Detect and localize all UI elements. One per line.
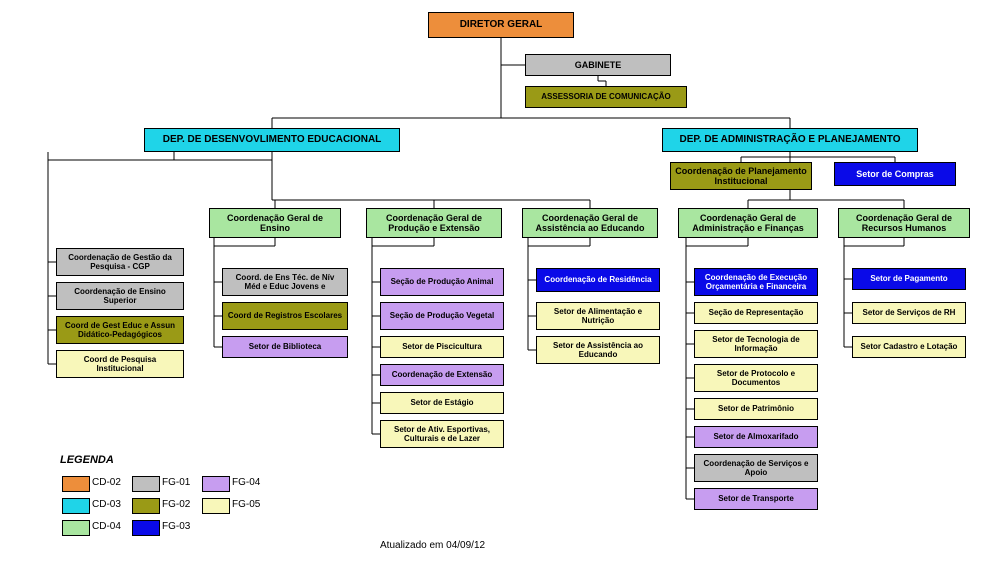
node-cgedp: Coord de Gest Educ e Assun Didático-Peda… <box>56 316 184 344</box>
node-spat: Setor de Patrimônio <box>694 398 818 420</box>
node-dap: DEP. DE ADMINISTRAÇÃO E PLANEJAMENTO <box>662 128 918 152</box>
legend-swatch-CD-04 <box>62 520 90 536</box>
node-sti: Setor de Tecnologia de Informação <box>694 330 818 358</box>
node-spd: Setor de Protocolo e Documentos <box>694 364 818 392</box>
legend-label-CD-03: CD-03 <box>92 499 121 510</box>
node-srep: Seção de Representação <box>694 302 818 324</box>
legend-label-FG-05: FG-05 <box>232 499 260 510</box>
legend-title: LEGENDA <box>60 454 114 466</box>
legend-swatch-FG-05 <box>202 498 230 514</box>
node-sest: Setor de Estágio <box>380 392 504 414</box>
node-diretor: DIRETOR GERAL <box>428 12 574 38</box>
node-cre: Coord de Registros Escolares <box>222 302 348 330</box>
legend-label-FG-04: FG-04 <box>232 477 260 488</box>
node-spa: Seção de Produção Animal <box>380 268 504 296</box>
node-cgae: Coordenação Geral de Assistência ao Educ… <box>522 208 658 238</box>
legend-label-CD-02: CD-02 <box>92 477 121 488</box>
legend-swatch-FG-04 <box>202 476 230 492</box>
node-cpinst: Coord de Pesquisa Institucional <box>56 350 184 378</box>
node-spag: Setor de Pagamento <box>852 268 966 290</box>
legend-swatch-CD-03 <box>62 498 90 514</box>
node-ceof: Coordenação de Execução Orçamentária e F… <box>694 268 818 296</box>
node-cgp: Coordenação de Gestão da Pesquisa - CGP <box>56 248 184 276</box>
footnote: Atualizado em 04/09/12 <box>380 540 485 551</box>
node-sativ: Setor de Ativ. Esportivas, Culturais e d… <box>380 420 504 448</box>
node-spisc: Setor de Piscicultura <box>380 336 504 358</box>
node-salim: Setor de Alimentação e Nutrição <box>536 302 660 330</box>
legend-label-FG-01: FG-01 <box>162 477 190 488</box>
node-cgpe: Coordenação Geral de Produção e Extensão <box>366 208 502 238</box>
node-cetn: Coord. de Ens Téc. de Nív Méd e Educ Jov… <box>222 268 348 296</box>
node-cgaf: Coordenação Geral de Administração e Fin… <box>678 208 818 238</box>
node-cgrh: Coordenação Geral de Recursos Humanos <box>838 208 970 238</box>
node-cres: Coordenação de Residência <box>536 268 660 292</box>
node-stra: Setor de Transporte <box>694 488 818 510</box>
node-sbib: Setor de Biblioteca <box>222 336 348 358</box>
node-assecom: ASSESSORIA DE COMUNICAÇÃO <box>525 86 687 108</box>
legend-label-FG-03: FG-03 <box>162 521 190 532</box>
node-salm: Setor de Almoxarifado <box>694 426 818 448</box>
node-csa: Coordenação de Serviços e Apoio <box>694 454 818 482</box>
node-ssrh: Setor de Serviços de RH <box>852 302 966 324</box>
node-cpi: Coordenação de Planejamento Instituciona… <box>670 162 812 190</box>
node-saed: Setor de Assistência ao Educando <box>536 336 660 364</box>
node-dde: DEP. DE DESENVOVLIMENTO EDUCACIONAL <box>144 128 400 152</box>
node-gabinete: GABINETE <box>525 54 671 76</box>
node-compras: Setor de Compras <box>834 162 956 186</box>
node-scl: Setor Cadastro e Lotação <box>852 336 966 358</box>
legend-swatch-FG-02 <box>132 498 160 514</box>
node-cge: Coordenação Geral de Ensino <box>209 208 341 238</box>
legend-swatch-CD-02 <box>62 476 90 492</box>
legend-swatch-FG-01 <box>132 476 160 492</box>
node-ces: Coordenação de Ensino Superior <box>56 282 184 310</box>
legend-label-FG-02: FG-02 <box>162 499 190 510</box>
legend-label-CD-04: CD-04 <box>92 521 121 532</box>
node-spv: Seção de Produção Vegetal <box>380 302 504 330</box>
node-cext: Coordenação de Extensão <box>380 364 504 386</box>
org-chart: { "canvas": { "w": 1000, "h": 562 }, "co… <box>0 0 1000 562</box>
legend-swatch-FG-03 <box>132 520 160 536</box>
